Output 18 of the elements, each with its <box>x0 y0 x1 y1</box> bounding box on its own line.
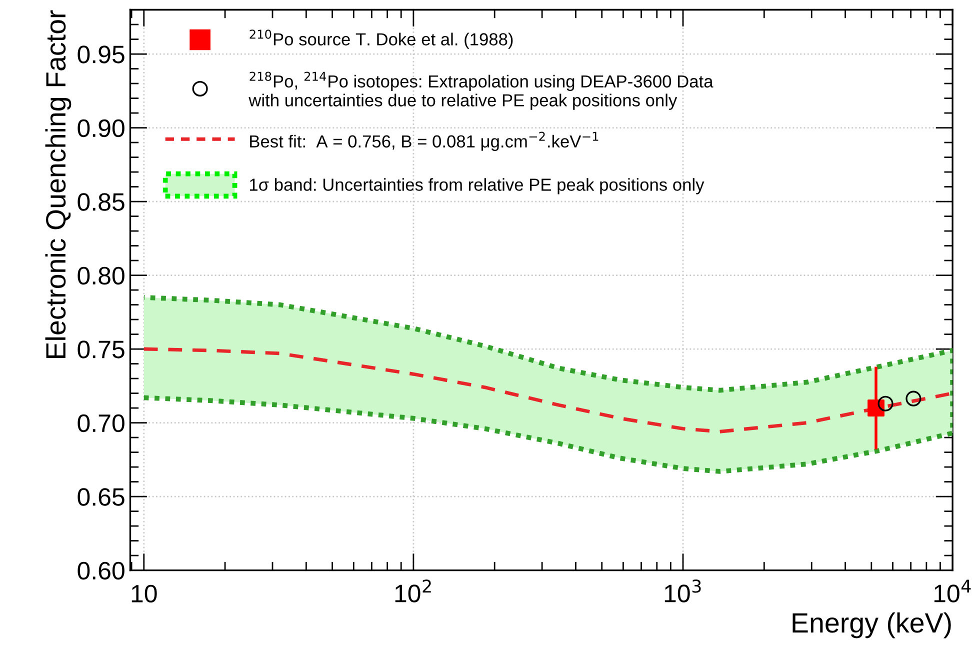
y-tick-label: 0.80 <box>78 266 124 285</box>
y-axis-title: Electronic Quenching Factor <box>45 10 72 358</box>
y-tick-label: 0.95 <box>78 46 124 64</box>
legend-label: 1σ band: Uncertainties from relative PE peak positions only <box>250 178 704 194</box>
x-axis-title: Energy (keV) <box>792 612 951 638</box>
legend-label: $^{218}$Po, $^{214}$Po isotopes: Extrapolation using DEAP-3600 Data with uncertainties due to relative PE peak positions only <box>248 72 714 110</box>
y-tick-label: 0.65 <box>78 488 124 506</box>
x-tick-label: 10$^{3}$ <box>664 580 701 602</box>
legend-label: $^{210}$Po source T. Doke et al. (1988) <box>250 30 513 49</box>
y-tick-label: 0.90 <box>78 119 124 138</box>
legend-label: Best fit: A = 0.756, B = 0.081 μg.cm$^{−2}$.keV$^{−1}$ <box>250 132 598 152</box>
y-tick-label: 0.60 <box>78 562 124 580</box>
x-tick-label: 10$^{4}$ <box>934 580 971 602</box>
x-tick-label: 10 <box>132 584 157 603</box>
y-tick-label: 0.70 <box>78 414 124 432</box>
x-tick-label: 10$^{2}$ <box>395 580 431 602</box>
y-tick-label: 0.85 <box>78 193 124 211</box>
y-tick-label: 0.75 <box>78 340 124 358</box>
